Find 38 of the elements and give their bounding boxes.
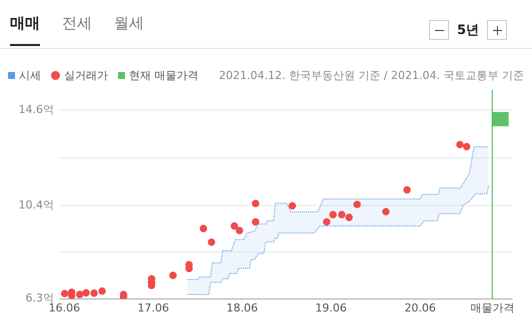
text: 전세 (62, 14, 92, 34)
point (322, 218, 330, 226)
y-tick-label: 10.4억 (18, 198, 54, 212)
point (90, 289, 98, 297)
legend-label: 시세 (19, 68, 41, 83)
point (236, 226, 244, 234)
x-tick-label: 19.06 (315, 301, 347, 314)
point (288, 202, 296, 210)
legend-label: 실거래가 (64, 68, 108, 83)
point (345, 214, 353, 222)
point (98, 287, 106, 295)
x-tick-label: 20.06 (404, 301, 436, 314)
point (76, 290, 84, 298)
x-tick-label: 18.06 (226, 301, 258, 314)
line-series (186, 185, 490, 295)
point (463, 142, 470, 150)
point (169, 272, 177, 280)
y-tick-label: 14.6억 (18, 102, 54, 116)
point (338, 210, 346, 218)
point (353, 200, 361, 208)
text: 2021.04.12. 한국부동산원 기준 / 2021.04. 국토교통부 기준 (218, 68, 524, 83)
point (382, 208, 390, 216)
point (329, 210, 337, 218)
point (252, 218, 260, 226)
point (82, 289, 90, 297)
text: 월세 (114, 14, 144, 34)
point (200, 224, 208, 232)
text: 5년 (457, 22, 480, 39)
x-tick-label: 17.06 (138, 301, 170, 314)
text: 매매 (10, 14, 40, 46)
point (403, 186, 411, 194)
point (60, 290, 68, 298)
x-tick-label: 매물가격 (470, 301, 514, 314)
point (208, 238, 216, 246)
point (456, 140, 464, 148)
point (252, 200, 260, 208)
legend-label: 현재 매물가격 (129, 68, 198, 83)
point (230, 222, 238, 230)
